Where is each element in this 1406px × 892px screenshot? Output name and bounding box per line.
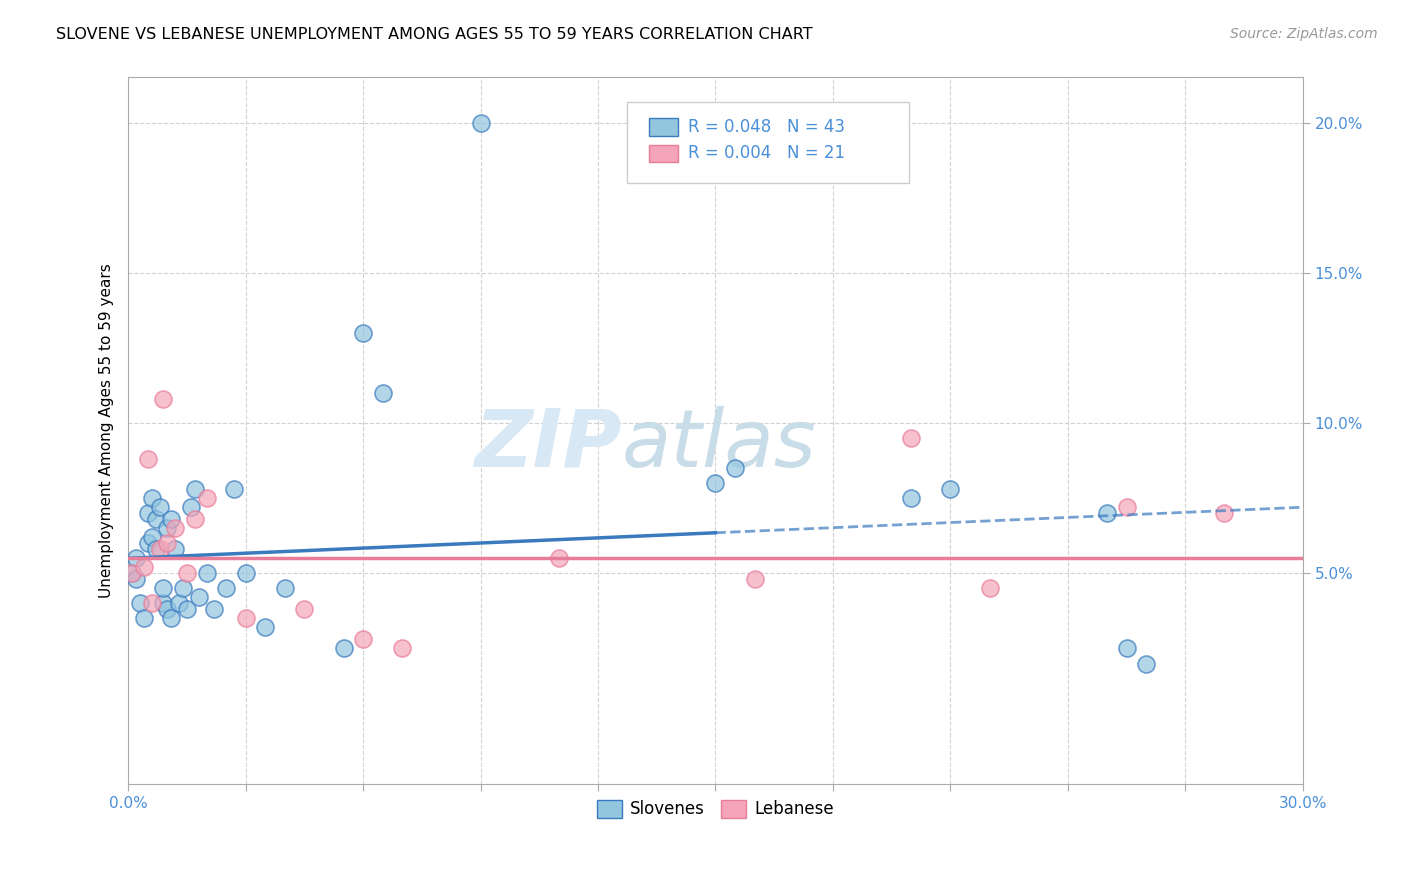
Text: SLOVENE VS LEBANESE UNEMPLOYMENT AMONG AGES 55 TO 59 YEARS CORRELATION CHART: SLOVENE VS LEBANESE UNEMPLOYMENT AMONG A… bbox=[56, 27, 813, 42]
Point bbox=[187, 591, 209, 605]
Point bbox=[1135, 657, 1157, 671]
Legend: Slovenes, Lebanese: Slovenes, Lebanese bbox=[591, 793, 841, 825]
Point bbox=[724, 461, 747, 475]
Point bbox=[152, 582, 174, 596]
Point bbox=[235, 611, 257, 625]
Point bbox=[156, 602, 179, 616]
Point bbox=[222, 482, 245, 496]
FancyBboxPatch shape bbox=[648, 119, 678, 136]
Point bbox=[129, 596, 152, 610]
Point bbox=[152, 392, 174, 406]
Point bbox=[121, 566, 143, 581]
Point bbox=[141, 530, 163, 544]
Point bbox=[547, 551, 569, 566]
Point bbox=[184, 482, 207, 496]
Point bbox=[145, 512, 167, 526]
Point bbox=[939, 482, 962, 496]
Point bbox=[202, 602, 225, 616]
Point bbox=[160, 611, 183, 625]
Point bbox=[294, 602, 316, 616]
Point bbox=[148, 542, 170, 557]
Point bbox=[132, 560, 155, 574]
FancyBboxPatch shape bbox=[648, 145, 678, 162]
Point bbox=[136, 536, 159, 550]
Point bbox=[215, 582, 238, 596]
Text: R = 0.004   N = 21: R = 0.004 N = 21 bbox=[689, 144, 845, 162]
Y-axis label: Unemployment Among Ages 55 to 59 years: Unemployment Among Ages 55 to 59 years bbox=[100, 263, 114, 598]
Point bbox=[136, 506, 159, 520]
Point bbox=[165, 542, 187, 557]
Point bbox=[141, 596, 163, 610]
Point bbox=[156, 536, 179, 550]
Point bbox=[470, 115, 492, 129]
Point bbox=[352, 326, 374, 340]
Point bbox=[148, 500, 170, 515]
Point bbox=[132, 611, 155, 625]
Point bbox=[352, 632, 374, 647]
Point bbox=[704, 476, 727, 491]
Point bbox=[254, 620, 277, 634]
Point bbox=[167, 596, 190, 610]
Point bbox=[180, 500, 202, 515]
Point bbox=[184, 512, 207, 526]
Point bbox=[165, 521, 187, 535]
Point bbox=[121, 566, 143, 581]
Point bbox=[274, 582, 297, 596]
Text: R = 0.048   N = 43: R = 0.048 N = 43 bbox=[689, 118, 845, 136]
Point bbox=[195, 566, 218, 581]
Point bbox=[371, 386, 394, 401]
FancyBboxPatch shape bbox=[627, 103, 910, 184]
Point bbox=[235, 566, 257, 581]
Point bbox=[391, 641, 413, 656]
Text: Source: ZipAtlas.com: Source: ZipAtlas.com bbox=[1230, 27, 1378, 41]
Text: ZIP: ZIP bbox=[474, 406, 621, 483]
Point bbox=[900, 431, 922, 445]
Point bbox=[195, 491, 218, 506]
Point bbox=[172, 582, 194, 596]
Point bbox=[1115, 641, 1137, 656]
Point bbox=[1095, 506, 1118, 520]
Point bbox=[1115, 500, 1137, 515]
Point bbox=[125, 573, 148, 587]
Point bbox=[176, 602, 198, 616]
Point bbox=[125, 551, 148, 566]
Text: atlas: atlas bbox=[621, 406, 817, 483]
Point bbox=[332, 641, 354, 656]
Point bbox=[744, 573, 766, 587]
Point bbox=[900, 491, 922, 506]
Point bbox=[156, 521, 179, 535]
Point bbox=[145, 542, 167, 557]
Point bbox=[1213, 506, 1236, 520]
Point bbox=[160, 512, 183, 526]
Point bbox=[141, 491, 163, 506]
Point bbox=[979, 582, 1001, 596]
Point bbox=[152, 596, 174, 610]
Point bbox=[176, 566, 198, 581]
Point bbox=[136, 452, 159, 467]
